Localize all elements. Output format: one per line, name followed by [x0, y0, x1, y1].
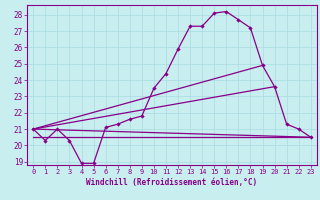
X-axis label: Windchill (Refroidissement éolien,°C): Windchill (Refroidissement éolien,°C) [86, 178, 258, 187]
